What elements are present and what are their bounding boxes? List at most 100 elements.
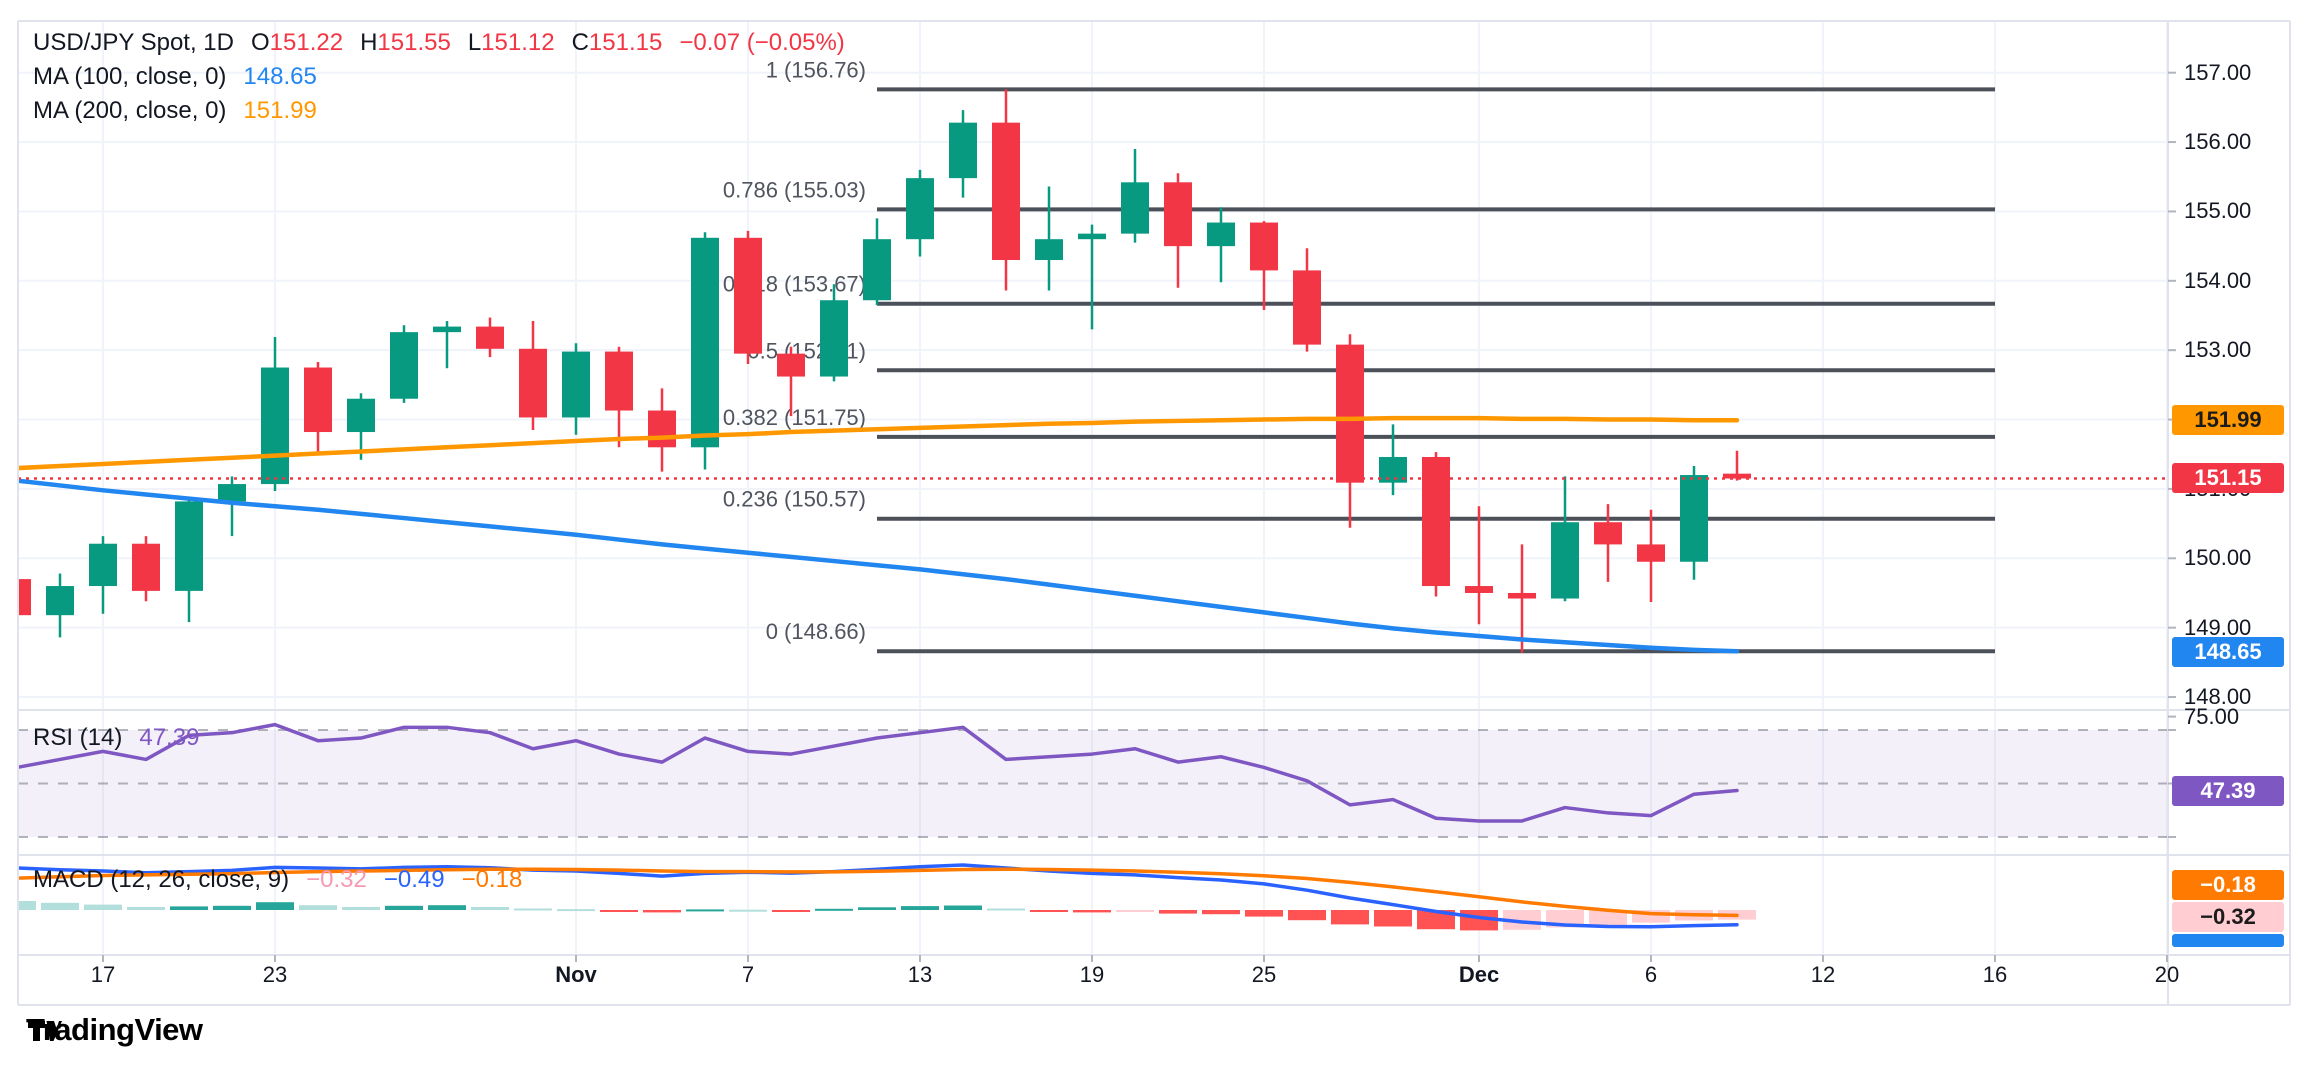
time-tick-label: 20 (2154, 962, 2180, 987)
candle-body (992, 122, 1020, 260)
candle-body (562, 351, 590, 418)
macd-histogram-bar (256, 902, 294, 910)
macd-histogram-bar (643, 910, 681, 913)
candle-body (1078, 233, 1106, 240)
candle-body (691, 237, 719, 448)
macd-legend-row[interactable]: MACD (12, 26, close, 9) −0.32 −0.49 −0.1… (33, 866, 522, 894)
macd-histogram-bar (600, 910, 638, 912)
low-readout: L151.12 (467, 29, 555, 56)
macd-hist-axis-badge: −0.32 (2172, 902, 2284, 932)
time-tick-label: 6 (1644, 962, 1658, 987)
macd-histogram-bar (557, 909, 595, 912)
candle-body (390, 332, 418, 399)
ma100-axis-badge: 148.65 (2172, 637, 2284, 667)
candlestick-series (18, 89, 1751, 653)
time-tick-label: Dec (1458, 962, 1500, 987)
last-price-axis-badge: 151.15 (2172, 463, 2284, 493)
macd-histogram (18, 901, 1756, 931)
macd-histogram-bar (1073, 910, 1111, 913)
candle-body (1035, 239, 1063, 260)
macd-histogram-bar (213, 905, 251, 910)
ma200-legend-row[interactable]: MA (200, close, 0) 151.99 (33, 97, 317, 125)
macd-histogram-bar (1245, 910, 1283, 917)
macd-histogram-bar (342, 907, 380, 910)
macd-histogram-bar (858, 907, 896, 910)
time-tick-label: 25 (1251, 962, 1277, 987)
time-tick-label: 12 (1810, 962, 1836, 987)
macd-signal-line (18, 867, 1739, 918)
time-tick-label: 19 (1079, 962, 1105, 987)
candle-body (1422, 457, 1450, 587)
ma100-label[interactable]: MA (100, close, 0) (33, 63, 227, 90)
high-readout: H151.55 (360, 29, 451, 56)
candle-body (1551, 522, 1579, 599)
macd-histogram-bar (901, 906, 939, 910)
rsi-axis-tick-label: 75.00 (2184, 704, 2240, 729)
candle-body (605, 351, 633, 411)
macd-histogram-bar (299, 905, 337, 910)
price-tick-label: 157.00 (2184, 59, 2252, 85)
candle-body (648, 410, 676, 448)
rsi-band (18, 730, 2168, 837)
macd-histogram-bar (1374, 910, 1412, 927)
ma100-line (18, 478, 1740, 654)
rsi-legend-row[interactable]: RSI (14) 47.39 (33, 724, 199, 752)
candle-body (863, 239, 891, 301)
candle-body (476, 326, 504, 349)
macd-histogram-bar (1589, 910, 1627, 925)
close-readout: C151.15 (571, 29, 663, 56)
macd-histogram-bar (1159, 910, 1197, 914)
fib-level-label: 0.5 (152.71) (747, 338, 866, 363)
candle-body (1594, 522, 1622, 545)
change-readout: −0.07 (−0.05%) (679, 29, 845, 56)
candle-body (46, 586, 74, 616)
macd-histogram-bar (471, 907, 509, 910)
candle-body (218, 484, 246, 502)
ma200-label[interactable]: MA (200, close, 0) (33, 97, 227, 124)
time-tick-label: 16 (1982, 962, 2008, 987)
candle-body (949, 122, 977, 179)
candle-body (433, 326, 461, 333)
macd-histogram-bar (815, 908, 853, 911)
macd-histogram-bar (385, 905, 423, 910)
ma100-value: 148.65 (243, 63, 317, 90)
ma200-line (18, 415, 1740, 471)
price-tick-label: 148.00 (2184, 684, 2252, 710)
candle-body (1637, 544, 1665, 562)
open-readout: O151.22 (250, 29, 344, 56)
fib-level-label: 0.786 (155.03) (723, 177, 866, 202)
tradingview-logo-icon (28, 1021, 62, 1041)
rsi-line (18, 722, 1739, 823)
macd-histogram-bar (1417, 910, 1455, 930)
macd-histogram-bar (428, 905, 466, 910)
fib-level-label: 1 (156.76) (766, 57, 866, 82)
candle-body (132, 543, 160, 591)
candle-body (347, 398, 375, 433)
candle-body (1680, 475, 1708, 562)
macd-line-value: −0.49 (383, 866, 445, 893)
price-tick-label: 149.00 (2184, 614, 2252, 640)
macd-signal-axis-badge: −0.18 (2172, 870, 2284, 900)
ma100-legend-row[interactable]: MA (100, close, 0) 148.65 (33, 63, 317, 91)
symbol-title[interactable]: USD/JPY Spot, 1D (33, 29, 234, 56)
candle-body (261, 367, 289, 485)
candle-body (1508, 592, 1536, 599)
macd-histogram-bar (729, 909, 767, 912)
time-tick-label: 23 (262, 962, 288, 987)
macd-histogram-bar (514, 908, 552, 911)
symbol-legend-row[interactable]: USD/JPY Spot, 1D O151.22 H151.55 L151.12… (33, 29, 845, 57)
time-tick-label: 7 (741, 962, 755, 987)
rsi-label[interactable]: RSI (14) (33, 724, 123, 751)
price-tick-label: 156.00 (2184, 129, 2252, 155)
candle-body (777, 353, 805, 377)
macd-histogram-bar (1202, 910, 1240, 915)
ma200-value: 151.99 (243, 97, 317, 124)
tradingview-watermark[interactable]: TradingView (26, 1012, 203, 1048)
macd-histogram-bar (1288, 910, 1326, 921)
candle-body (1164, 182, 1192, 247)
macd-histogram-bar (772, 910, 810, 912)
macd-label[interactable]: MACD (12, 26, close, 9) (33, 866, 290, 893)
price-tick-label: 153.00 (2184, 337, 2252, 363)
